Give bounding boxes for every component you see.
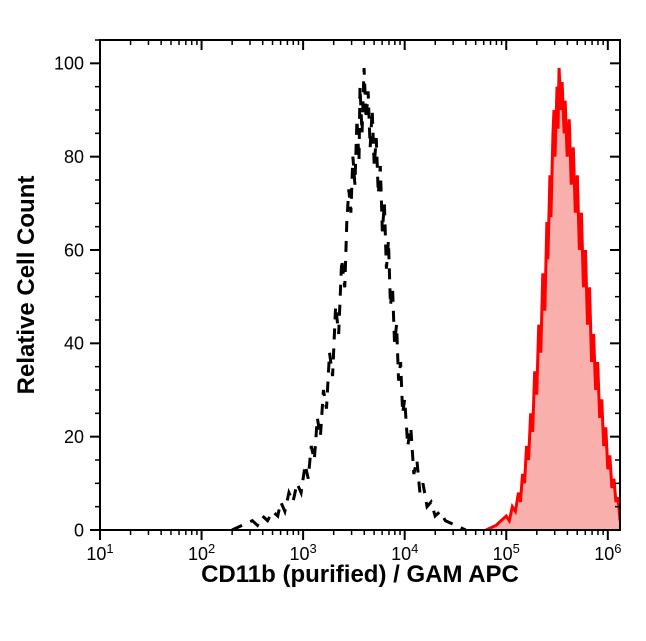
y-tick-label: 60 <box>64 240 84 260</box>
chart-svg: 101102103104105106020406080100CD11b (pur… <box>0 0 646 641</box>
x-axis-label: CD11b (purified) / GAM APC <box>201 561 519 588</box>
y-tick-label: 20 <box>64 427 84 447</box>
flow-cytometry-histogram: 101102103104105106020406080100CD11b (pur… <box>0 0 646 641</box>
y-tick-label: 0 <box>74 520 84 540</box>
y-tick-label: 40 <box>64 334 84 354</box>
y-tick-label: 100 <box>54 54 84 74</box>
y-axis-label: Relative Cell Count <box>13 176 40 395</box>
y-tick-label: 80 <box>64 147 84 167</box>
